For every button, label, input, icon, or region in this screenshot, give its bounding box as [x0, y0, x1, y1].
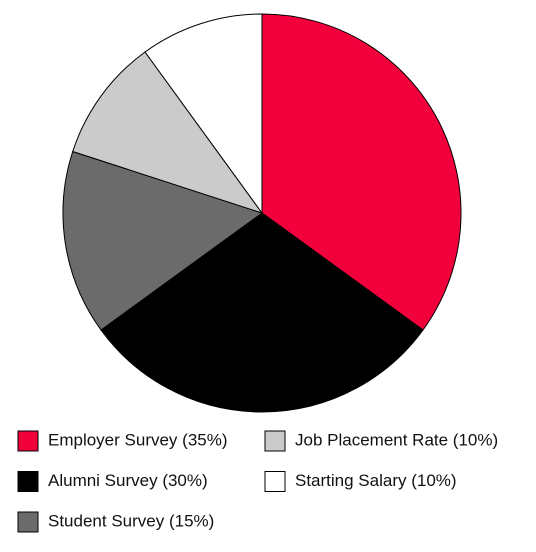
legend-swatch	[264, 430, 286, 452]
legend-label: Starting Salary (10%)	[295, 471, 457, 490]
pie-slice	[72, 51, 264, 214]
legend-swatch	[17, 511, 39, 533]
legend-swatch	[17, 471, 39, 492]
legend-label: Job Placement Rate (10%)	[295, 430, 498, 449]
legend-label: Employer Survey (35%)	[48, 430, 228, 449]
pie-slice	[100, 212, 424, 413]
legend-label: Alumni Survey (30%)	[48, 471, 208, 490]
pie-slice	[261, 13, 462, 331]
legend-swatch	[17, 430, 39, 452]
pie-slice	[62, 150, 264, 331]
legend-label: Student Survey (15%)	[48, 511, 214, 530]
legend-swatch	[264, 471, 286, 492]
pie-slice	[144, 13, 263, 215]
